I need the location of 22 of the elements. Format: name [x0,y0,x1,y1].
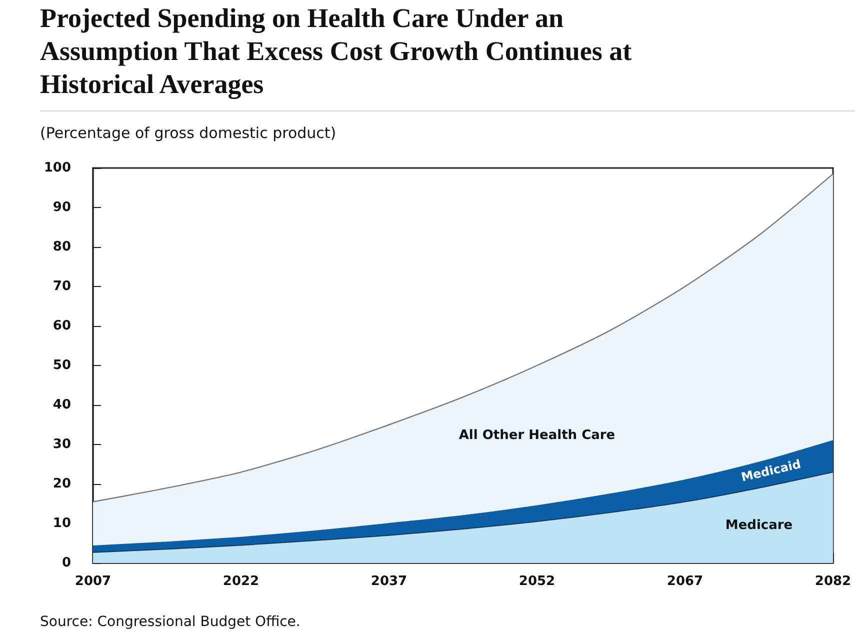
y-tick-label: 0 [62,556,71,570]
y-axis-title: (Percentage of gross domestic product) [40,124,336,142]
y-tick-label: 80 [52,240,71,254]
x-tick-label: 2037 [370,574,408,589]
y-tick-label: 50 [52,358,71,373]
chart-title: Projected Spending on Health Care Under an Assumption That Excess Cost Growth Continues at Historical Averages [40,2,633,101]
y-tick-label: 20 [52,476,71,492]
y-tick-label: 90 [52,200,71,215]
y-tick-label: 40 [52,398,71,412]
x-tick-label: 2007 [74,574,112,589]
x-tick-label: 2067 [666,574,704,589]
y-tick-label: 60 [52,318,71,334]
x-tick-label: 2082 [814,574,852,589]
y-tick-label: 30 [52,437,71,452]
x-tick-label: 2052 [518,574,556,589]
y-tick-label: 70 [52,279,71,294]
x-tick-label: 2022 [222,574,260,589]
y-tick-label: 100 [44,160,71,176]
series-label: All Other Health Care [458,428,616,444]
y-tick-label: 10 [52,516,71,531]
series-label: Medicare [725,518,793,533]
source-note: Source: Congressional Budget Office. [40,614,300,630]
